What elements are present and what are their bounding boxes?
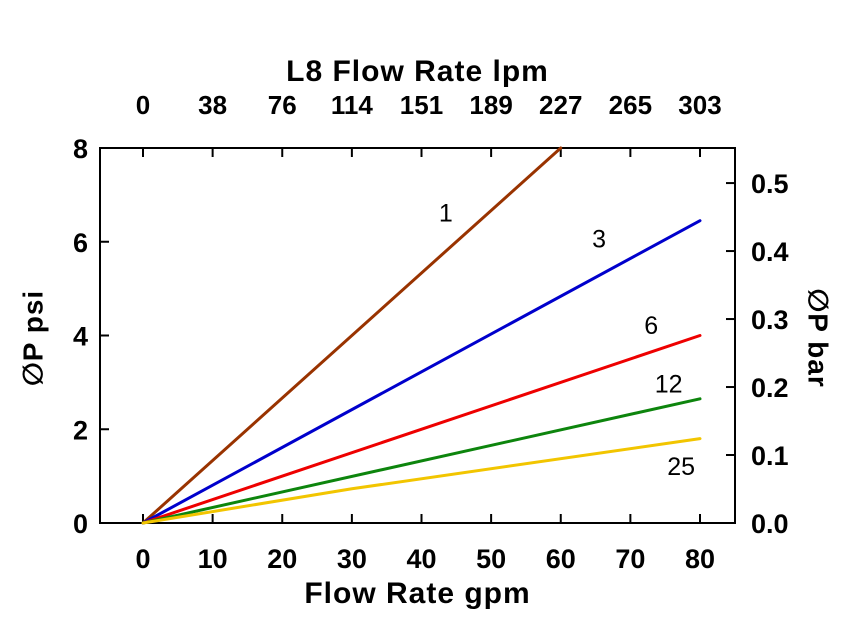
x-axis-tick-label: 60: [546, 544, 576, 574]
top-axis-tick-label: 151: [400, 90, 443, 120]
right-axis-tick-label: 0.2: [751, 373, 789, 403]
y-axis-tick-label: 8: [73, 134, 88, 164]
series-label-6: 6: [644, 312, 658, 340]
right-axis-tick-label: 0.3: [751, 305, 789, 335]
series-line-12: [141, 397, 702, 525]
y-axis-tick-label: 2: [73, 415, 88, 445]
right-axis-tick-label: 0.0: [751, 509, 789, 539]
series-label-25: 25: [667, 453, 695, 481]
x-axis-tick-label: 40: [406, 544, 436, 574]
x-axis-tick-label: 80: [685, 544, 715, 574]
right-axis-tick-label: 0.4: [751, 237, 789, 267]
top-axis-tick-label: 303: [678, 90, 721, 120]
y-axis-tick-label: 6: [73, 228, 88, 258]
series-line-25: [141, 437, 702, 525]
bottom-axis-title: Flow Rate gpm: [304, 577, 531, 610]
right-axis-tick-label: 0.5: [751, 169, 789, 199]
top-axis-tick-label: 227: [539, 90, 582, 120]
right-axis-tick-label: 0.1: [751, 441, 789, 471]
plot-area-border: [99, 147, 736, 524]
series-line-1: [141, 146, 563, 525]
x-axis-tick-label: 50: [476, 544, 506, 574]
series-line-3: [141, 219, 702, 525]
top-axis-title: L8 Flow Rate lpm: [286, 55, 549, 88]
series-label-3: 3: [592, 225, 606, 253]
x-axis-tick-label: 70: [615, 544, 645, 574]
top-axis-tick-label: 76: [268, 90, 297, 120]
series-label-1: 1: [439, 200, 453, 228]
x-axis-tick-label: 10: [198, 544, 228, 574]
x-axis-tick-label: 0: [135, 544, 150, 574]
x-axis-tick-label: 20: [267, 544, 297, 574]
series-label-12: 12: [655, 371, 683, 399]
top-axis-tick-label: 0: [136, 90, 150, 120]
top-axis-tick-label: 114: [331, 90, 373, 120]
series-line-6: [141, 334, 702, 525]
x-axis-tick-label: 30: [337, 544, 367, 574]
y-axis-tick-label: 4: [73, 322, 88, 352]
top-axis-tick-label: 38: [198, 90, 227, 120]
top-axis-tick-label: 189: [469, 90, 512, 120]
top-axis-tick-label: 265: [609, 90, 652, 120]
y-axis-tick-label: 0: [73, 509, 88, 539]
